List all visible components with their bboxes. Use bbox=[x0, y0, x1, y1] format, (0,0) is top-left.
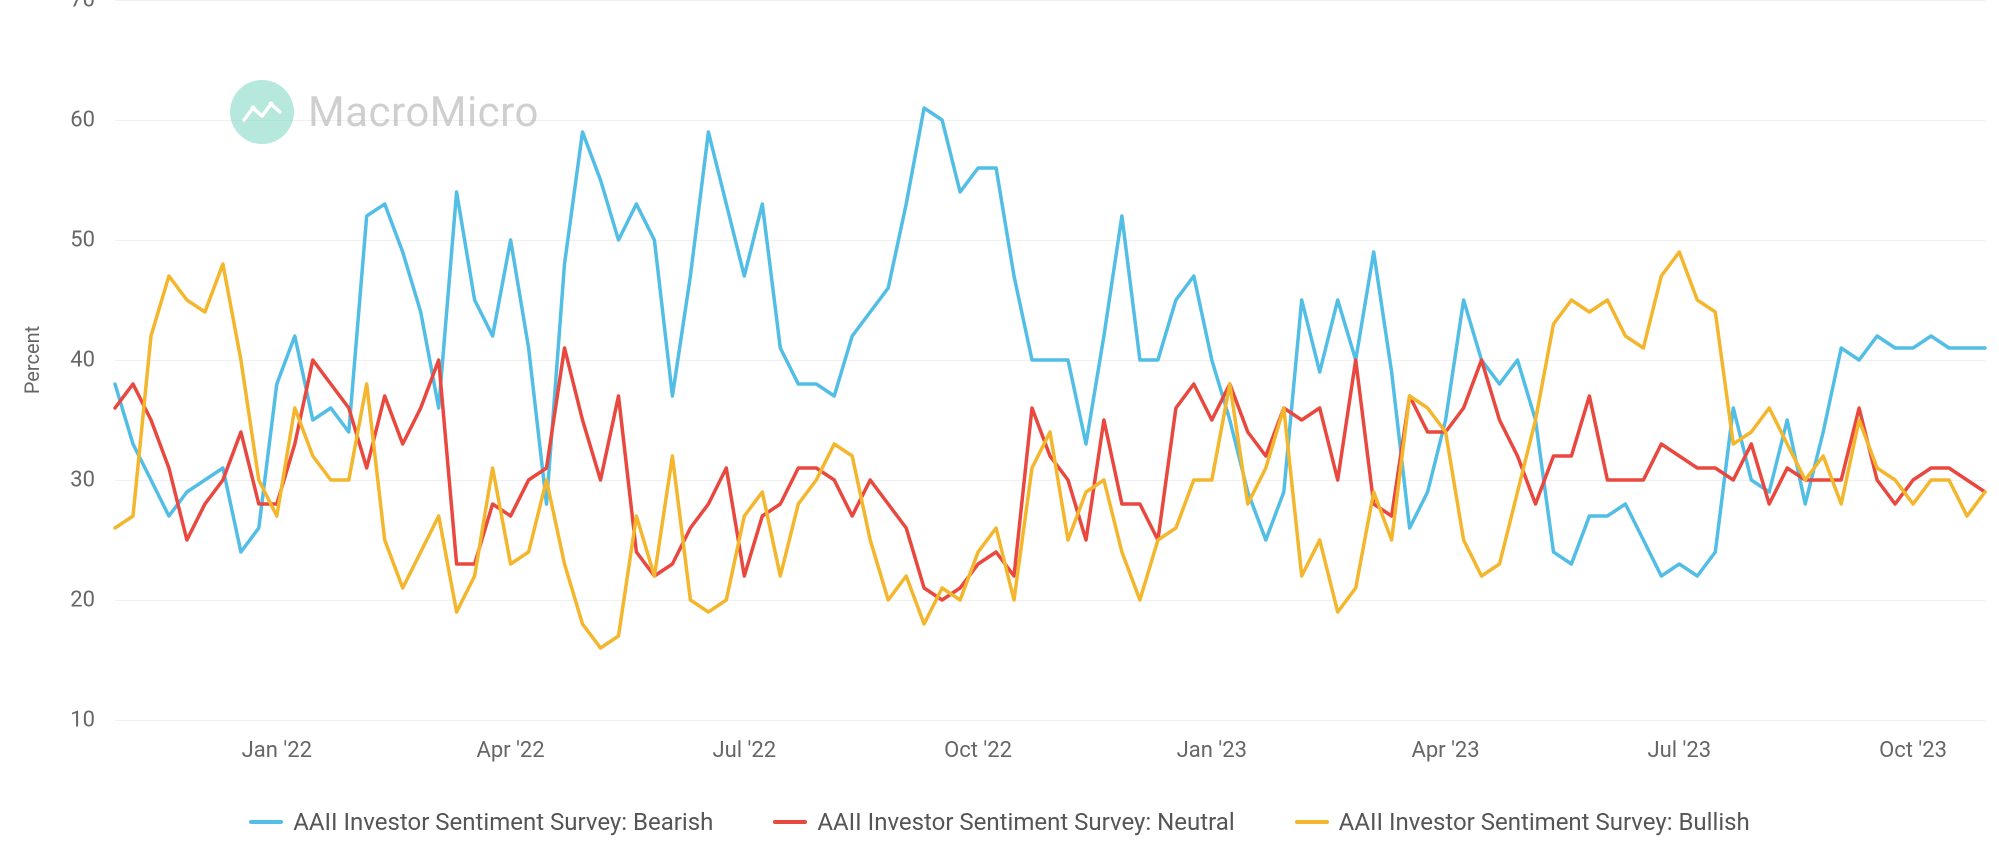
y-axis-title: Percent bbox=[20, 326, 44, 394]
x-tick-label: Jul '22 bbox=[712, 738, 776, 763]
legend-swatch-icon bbox=[773, 820, 807, 824]
y-tick-label: 70 bbox=[45, 0, 95, 13]
y-tick-label: 20 bbox=[45, 588, 95, 613]
legend-label: AAII Investor Sentiment Survey: Bullish bbox=[1339, 808, 1750, 836]
watermark-logo-icon bbox=[230, 80, 294, 144]
x-tick-label: Jan '22 bbox=[242, 738, 312, 763]
series-line bbox=[115, 108, 1985, 576]
series-line bbox=[115, 348, 1985, 600]
x-tick-label: Oct '23 bbox=[1879, 738, 1947, 763]
chart-container: Percent MacroMicro AAII Investor Sentime… bbox=[0, 0, 1999, 857]
legend-item[interactable]: AAII Investor Sentiment Survey: Bearish bbox=[249, 808, 713, 836]
x-tick-label: Jul '23 bbox=[1647, 738, 1711, 763]
watermark: MacroMicro bbox=[230, 80, 539, 144]
series-line bbox=[115, 252, 1985, 648]
legend: AAII Investor Sentiment Survey: Bearish A… bbox=[0, 808, 1999, 836]
grid-line bbox=[115, 720, 1985, 721]
legend-swatch-icon bbox=[249, 820, 283, 824]
y-tick-label: 60 bbox=[45, 108, 95, 133]
legend-label: AAII Investor Sentiment Survey: Neutral bbox=[817, 808, 1234, 836]
legend-item[interactable]: AAII Investor Sentiment Survey: Bullish bbox=[1295, 808, 1750, 836]
x-tick-label: Apr '23 bbox=[1411, 738, 1479, 763]
x-tick-label: Jan '23 bbox=[1177, 738, 1247, 763]
y-tick-label: 30 bbox=[45, 468, 95, 493]
watermark-text: MacroMicro bbox=[308, 88, 539, 137]
legend-label: AAII Investor Sentiment Survey: Bearish bbox=[293, 808, 713, 836]
x-tick-label: Oct '22 bbox=[944, 738, 1012, 763]
y-tick-label: 40 bbox=[45, 348, 95, 373]
legend-swatch-icon bbox=[1295, 820, 1329, 824]
legend-item[interactable]: AAII Investor Sentiment Survey: Neutral bbox=[773, 808, 1234, 836]
y-tick-label: 10 bbox=[45, 708, 95, 733]
y-tick-label: 50 bbox=[45, 228, 95, 253]
x-tick-label: Apr '22 bbox=[476, 738, 544, 763]
